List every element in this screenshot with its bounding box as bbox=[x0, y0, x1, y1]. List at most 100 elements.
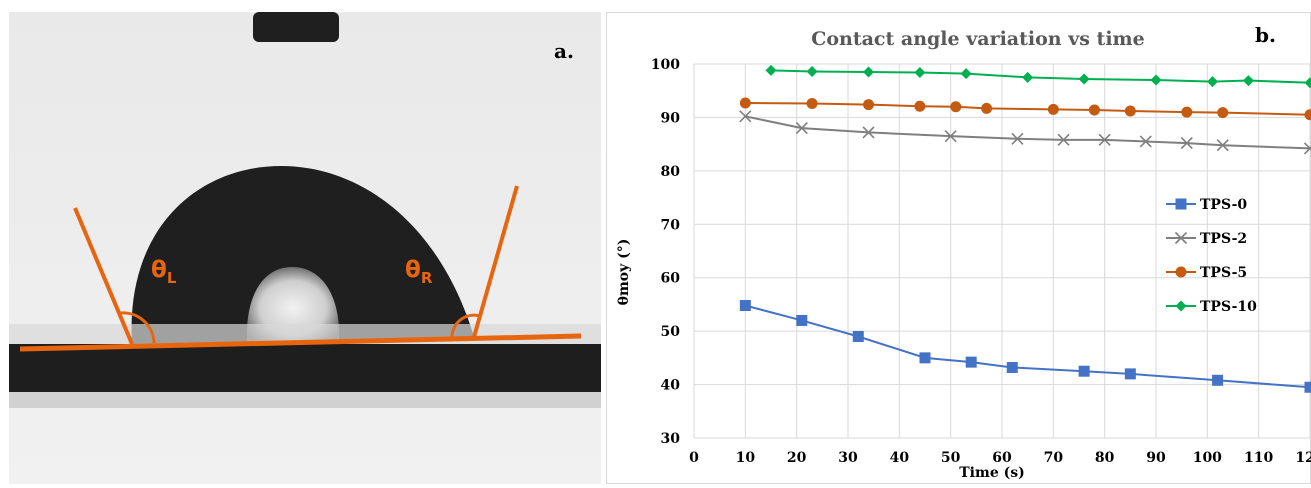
data-point bbox=[960, 68, 972, 80]
series-layer bbox=[739, 64, 1311, 393]
x-tick-label: 120 bbox=[1295, 450, 1311, 466]
data-point bbox=[1088, 104, 1100, 116]
data-point bbox=[1212, 374, 1224, 386]
data-point bbox=[806, 65, 818, 77]
data-point bbox=[1180, 137, 1193, 150]
droplet bbox=[131, 166, 474, 344]
x-tick-label: 90 bbox=[1146, 450, 1166, 466]
substrate bbox=[9, 344, 601, 392]
data-point bbox=[944, 130, 957, 143]
data-point bbox=[1150, 74, 1162, 86]
data-point bbox=[1206, 76, 1218, 88]
chart-title: Contact angle variation vs time bbox=[811, 28, 1145, 50]
data-point bbox=[1006, 361, 1018, 373]
data-point bbox=[1139, 135, 1152, 148]
panel-letter-a: a. bbox=[554, 39, 574, 63]
series-tps-2 bbox=[739, 110, 1311, 155]
legend-item: TPS-0 bbox=[1166, 197, 1247, 213]
x-tick-label: 20 bbox=[787, 450, 807, 466]
legend-marker bbox=[1175, 198, 1187, 210]
panel-letter-b: b. bbox=[1255, 23, 1276, 47]
left-angle-arc bbox=[119, 311, 156, 344]
data-point bbox=[1181, 106, 1193, 118]
x-tick-label: 50 bbox=[941, 450, 961, 466]
data-point bbox=[1304, 381, 1311, 393]
legend-item: TPS-5 bbox=[1166, 265, 1247, 281]
data-point bbox=[1304, 109, 1311, 121]
left-tangent-line bbox=[73, 207, 134, 345]
data-point bbox=[739, 299, 751, 311]
legend-label: TPS-5 bbox=[1200, 265, 1247, 281]
right-tangent-line bbox=[472, 185, 519, 338]
legend-item: TPS-10 bbox=[1166, 299, 1257, 315]
series-tps-10 bbox=[765, 64, 1311, 89]
x-tick-label: 10 bbox=[736, 450, 756, 466]
data-point bbox=[1022, 71, 1034, 83]
left-angle-label: θL bbox=[151, 257, 177, 287]
data-point bbox=[765, 64, 777, 76]
x-tick-label: 40 bbox=[890, 450, 910, 466]
right-angle-arc bbox=[450, 313, 481, 338]
right-angle-label: θR bbox=[405, 257, 433, 287]
data-point bbox=[1124, 105, 1136, 117]
y-axis-label: θmoy (°) bbox=[616, 239, 632, 306]
data-point bbox=[862, 126, 875, 139]
y-tick-label: 50 bbox=[661, 324, 681, 340]
chart-frame bbox=[606, 12, 1311, 484]
x-tick-label: 80 bbox=[1095, 450, 1115, 466]
data-point bbox=[739, 110, 752, 123]
y-tick-label: 40 bbox=[661, 378, 681, 394]
y-tick-label: 70 bbox=[661, 217, 681, 233]
substrate-shadow bbox=[9, 392, 601, 408]
tick-labels: 30 40 50 60 70 80 90 100 0 10 20 30 40 50 60 70 80 90 100 1… bbox=[651, 57, 1311, 466]
data-point bbox=[919, 352, 931, 364]
data-point bbox=[981, 102, 993, 114]
y-tick-label: 80 bbox=[661, 164, 681, 180]
series-line bbox=[745, 102, 1311, 116]
droplet-photo-panel: θL θR a. bbox=[9, 12, 601, 484]
legend-marker bbox=[1174, 231, 1188, 245]
data-point bbox=[965, 356, 977, 368]
legend: TPS-0 TPS-2 TPS-5 TPS-10 bbox=[1166, 197, 1257, 315]
y-tick-label: 100 bbox=[651, 57, 680, 73]
data-point bbox=[795, 122, 808, 135]
x-tick-label: 60 bbox=[992, 450, 1012, 466]
legend-label: TPS-0 bbox=[1200, 197, 1247, 213]
x-tick-label: 0 bbox=[689, 450, 699, 466]
data-point bbox=[739, 97, 751, 109]
baseline bbox=[19, 333, 582, 352]
data-point bbox=[863, 66, 875, 78]
y-tick-label: 90 bbox=[661, 110, 681, 126]
series-line bbox=[745, 304, 1311, 389]
legend-label: TPS-10 bbox=[1200, 299, 1257, 315]
data-point bbox=[1057, 133, 1070, 146]
data-point bbox=[1216, 139, 1229, 152]
y-tick-label: 30 bbox=[661, 431, 681, 447]
data-point bbox=[950, 101, 962, 113]
data-point bbox=[863, 99, 875, 111]
data-point bbox=[1304, 77, 1311, 89]
data-point bbox=[1242, 75, 1254, 87]
series-tps-5 bbox=[739, 97, 1311, 121]
data-point bbox=[1098, 133, 1111, 146]
data-point bbox=[1303, 142, 1311, 155]
data-point bbox=[806, 98, 818, 110]
x-tick-label: 110 bbox=[1244, 450, 1273, 466]
data-point bbox=[1011, 132, 1024, 145]
data-point bbox=[1047, 103, 1059, 115]
contact-angle-chart: Contact angle variation vs time b. 30 40 5… bbox=[606, 12, 1311, 484]
data-point bbox=[796, 314, 808, 326]
x-tick-label: 70 bbox=[1044, 450, 1064, 466]
x-tick-label: 100 bbox=[1193, 450, 1222, 466]
data-point bbox=[914, 67, 926, 79]
legend-marker bbox=[1175, 300, 1187, 312]
x-tick-label: 30 bbox=[838, 450, 858, 466]
grid bbox=[693, 63, 1311, 439]
data-point bbox=[914, 100, 926, 112]
data-point bbox=[1124, 368, 1136, 380]
x-axis-label: Time (s) bbox=[959, 465, 1024, 481]
series-tps-0 bbox=[739, 299, 1311, 393]
droplet-reflection bbox=[246, 267, 340, 342]
data-point bbox=[852, 330, 864, 342]
syringe-needle bbox=[253, 12, 339, 42]
